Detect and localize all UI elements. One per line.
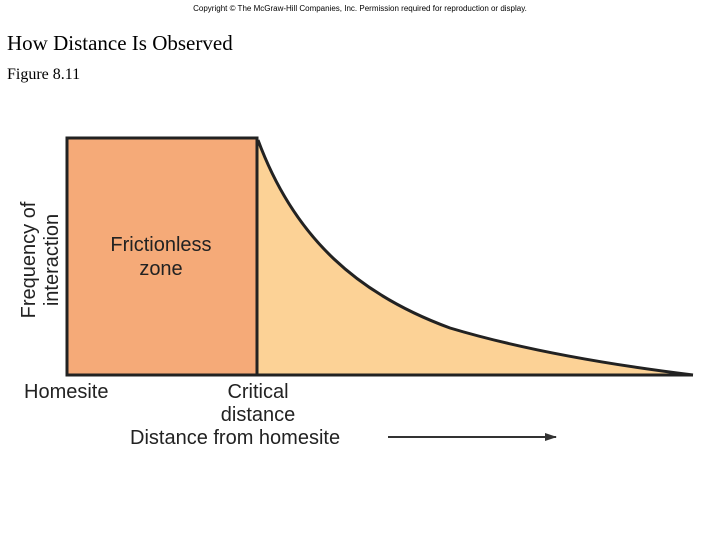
x-axis-title: Distance from homesite — [130, 427, 340, 449]
zone-label-line2: zone — [139, 258, 182, 280]
page-title: How Distance Is Observed — [7, 31, 233, 55]
y-axis-label-line1: Frequency of — [18, 201, 40, 318]
decay-curve — [256, 139, 694, 377]
critical-distance-label-line1: Critical — [227, 381, 288, 403]
decay-region — [258, 140, 693, 375]
zone-label-line1: Frictionless — [110, 234, 211, 256]
y-axis-label-line2: interaction — [41, 214, 63, 306]
frictionless-zone-block — [65, 136, 259, 377]
critical-distance-label-line2: distance — [221, 404, 296, 426]
copyright-notice: Copyright © The McGraw-Hill Companies, I… — [193, 4, 527, 13]
figure-number: Figure 8.11 — [7, 66, 81, 83]
homesite-label: Homesite — [24, 381, 108, 403]
